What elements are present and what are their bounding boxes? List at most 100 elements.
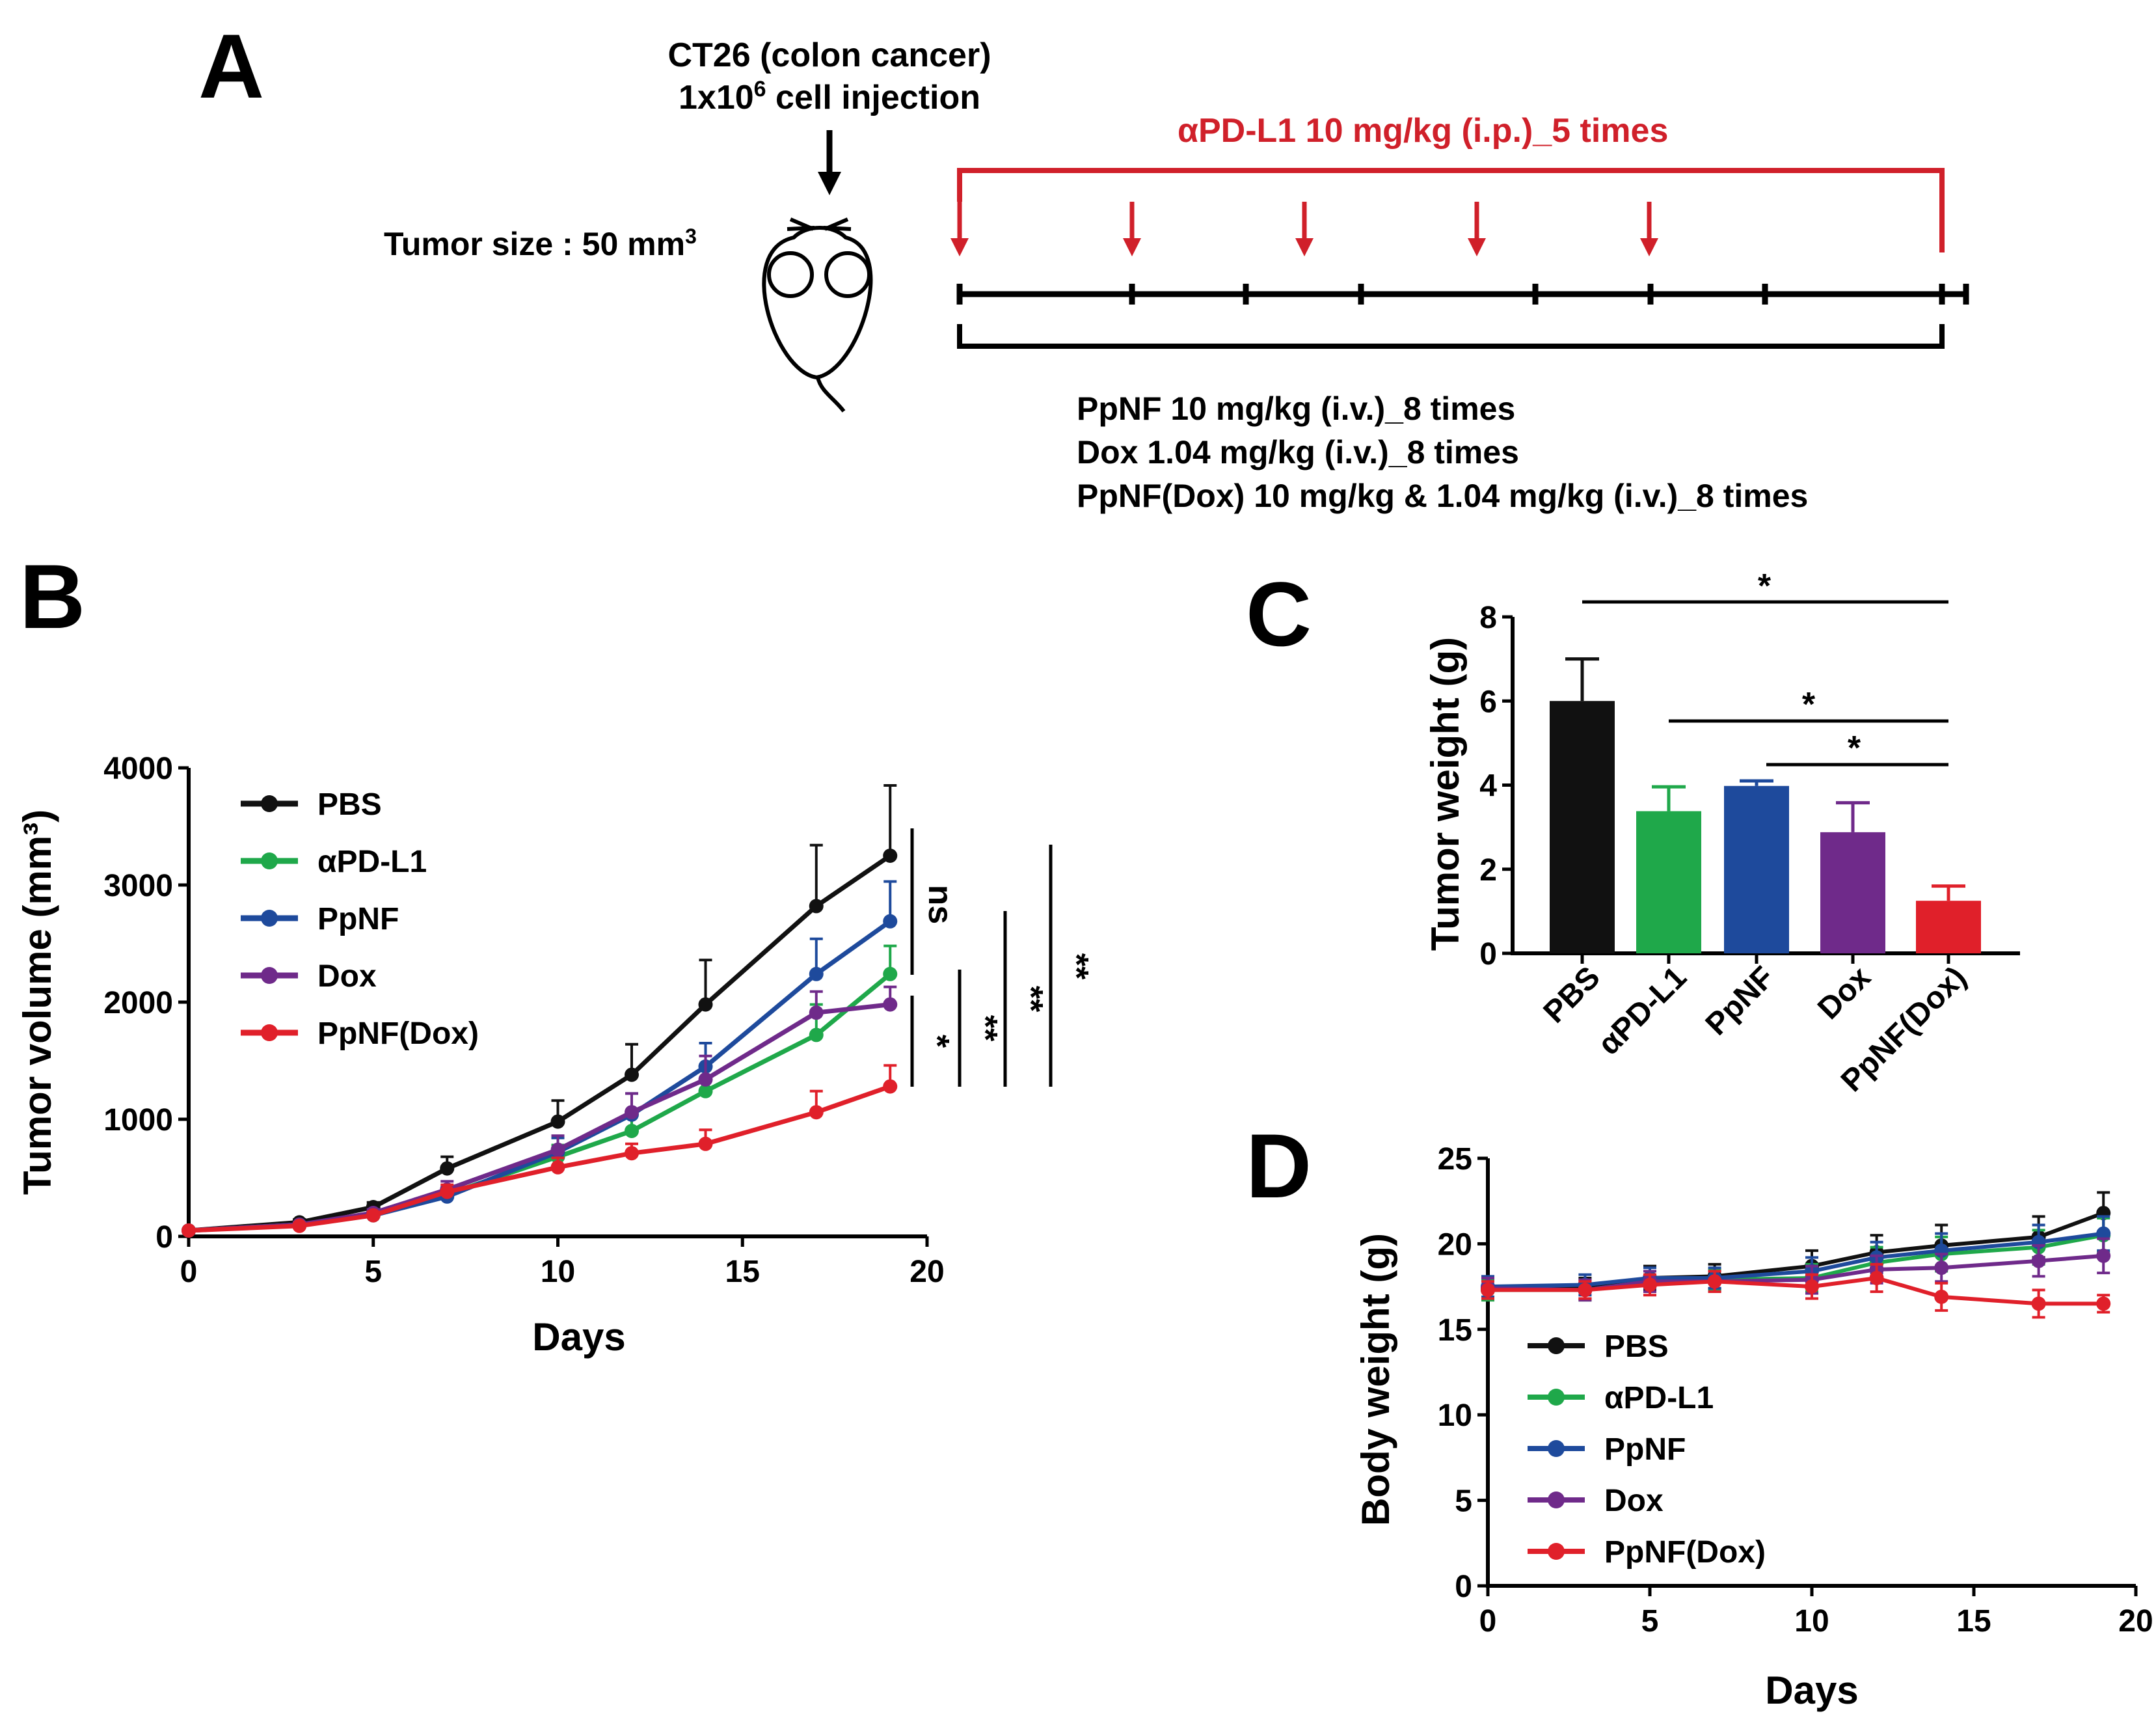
- y-tick-label: 2: [1479, 853, 1497, 888]
- data-point: [440, 1184, 455, 1199]
- x-tick-label: 20: [910, 1255, 944, 1289]
- tumor-size-label: Tumor size : 50 mm3: [384, 225, 697, 262]
- series-line: [188, 854, 892, 1233]
- y-tick-label: 4000: [103, 752, 173, 786]
- x-tick-label: αPD-L1: [1591, 960, 1693, 1061]
- data-point: [625, 1124, 639, 1138]
- y-tick-label: 15: [1438, 1313, 1472, 1348]
- bar: [1636, 811, 1701, 953]
- series--pd-l1: [182, 944, 898, 1238]
- panel-label-d: D: [1246, 1115, 1312, 1217]
- data-point: [2096, 1226, 2111, 1241]
- data-point: [1869, 1270, 1884, 1285]
- series-line: [188, 919, 892, 1233]
- data-point: [1707, 1274, 1722, 1289]
- data-point: [440, 1161, 455, 1176]
- legend-label: Dox: [317, 959, 377, 994]
- y-tick-label: 3000: [103, 869, 173, 903]
- significance-label: **: [1057, 953, 1095, 980]
- series-ppnf-dox-: [1481, 1262, 2111, 1319]
- significance-label: **: [1012, 986, 1049, 1013]
- y-axis-title: Body weight (g): [1354, 1233, 1397, 1526]
- data-point: [550, 1142, 565, 1157]
- data-point: [625, 1146, 639, 1161]
- data-point: [883, 849, 898, 863]
- x-tick-label: 20: [2118, 1604, 2153, 1639]
- series-ppnf: [182, 880, 898, 1238]
- significance-label: *: [918, 1035, 956, 1048]
- data-point: [698, 1136, 713, 1151]
- legend-label: αPD-L1: [1604, 1381, 1714, 1415]
- legend-label: Dox: [1604, 1484, 1664, 1518]
- panel-label-a: A: [198, 15, 264, 117]
- y-axis-title: Tumor weight (g): [1423, 637, 1467, 951]
- data-point: [1481, 1283, 1495, 1298]
- legend-marker: [1548, 1389, 1565, 1406]
- data-point: [809, 1105, 824, 1120]
- data-point: [809, 899, 824, 914]
- y-tick-label: 4: [1479, 769, 1497, 804]
- y-tick-label: 1000: [103, 1103, 173, 1137]
- data-point: [809, 1028, 824, 1042]
- legend-label: PpNF: [317, 902, 399, 936]
- legend-label: PBS: [317, 787, 382, 822]
- significance-label: ns: [921, 885, 959, 925]
- bar: [1724, 785, 1789, 953]
- apdl1-bracket: [957, 168, 1945, 252]
- legend-marker: [1548, 1543, 1565, 1560]
- x-tick-label: PBS: [1537, 960, 1607, 1029]
- x-tick-label: 5: [364, 1255, 382, 1289]
- data-point: [2096, 1248, 2111, 1263]
- legend-marker: [261, 795, 278, 812]
- y-tick-label: 0: [155, 1220, 173, 1255]
- data-point: [2096, 1296, 2111, 1311]
- significance-label: *: [1848, 729, 1861, 767]
- series-dox: [182, 985, 898, 1238]
- treatment-line: PpNF 10 mg/kg (i.v.)_8 times: [1077, 390, 1515, 427]
- data-point: [550, 1114, 565, 1129]
- data-point: [625, 1067, 639, 1082]
- x-tick-label: 5: [1641, 1604, 1659, 1639]
- x-tick-label: 10: [1794, 1604, 1829, 1639]
- legend-marker: [261, 967, 278, 984]
- panel-label-c: C: [1246, 563, 1312, 665]
- data-point: [809, 1005, 824, 1020]
- significance-lines: [1582, 600, 1948, 767]
- data-point: [883, 914, 898, 929]
- legend-marker: [261, 852, 278, 869]
- series-line: [188, 1002, 891, 1233]
- apdl1-dose-arrows: [950, 202, 1658, 256]
- data-point: [182, 1223, 196, 1238]
- significance-label: **: [966, 1015, 1004, 1042]
- data-point: [883, 1079, 898, 1094]
- legend-label: PpNF: [1604, 1432, 1686, 1467]
- apdl1-regimen-label: αPD-L1 10 mg/kg (i.p.)_5 times: [1178, 112, 1668, 150]
- data-point: [1805, 1279, 1819, 1294]
- data-point: [550, 1160, 565, 1175]
- body-weight-chart: 0 5 10 15 20 25 0 5 10 15 20 PBS αPD-L1 PpNF Dox PpNF(D…: [1438, 1142, 2153, 1639]
- y-tick-label: 2000: [103, 986, 173, 1020]
- y-axis-title: Tumor volume (mm³): [16, 810, 59, 1195]
- x-axis-title: Days: [1765, 1668, 1858, 1712]
- x-tick-label: 15: [1956, 1604, 1991, 1639]
- legend-marker: [261, 910, 278, 927]
- bar: [1550, 701, 1615, 953]
- data-point: [883, 966, 898, 981]
- data-point: [883, 997, 898, 1012]
- y-tick-label: 6: [1479, 685, 1497, 719]
- timeline: [956, 284, 1969, 305]
- tumor-volume-chart: 0 1000 2000 3000 4000 0 5 10 15 20 PBS αPD-L1 PpNF Do…: [103, 752, 944, 1289]
- x-tick-label: 15: [725, 1255, 760, 1289]
- treatment-line: Dox 1.04 mg/kg (i.v.)_8 times: [1077, 434, 1519, 470]
- data-point: [366, 1208, 381, 1223]
- y-tick-label: 25: [1438, 1142, 1472, 1177]
- injection-label: 1x106 cell injection: [679, 77, 980, 116]
- data-point: [292, 1218, 307, 1233]
- treatment-line: PpNF(Dox) 10 mg/kg & 1.04 mg/kg (i.v.)_8…: [1077, 478, 1808, 514]
- x-tick-label: 0: [1479, 1604, 1497, 1639]
- bar: [1916, 901, 1981, 953]
- data-point: [1643, 1277, 1657, 1292]
